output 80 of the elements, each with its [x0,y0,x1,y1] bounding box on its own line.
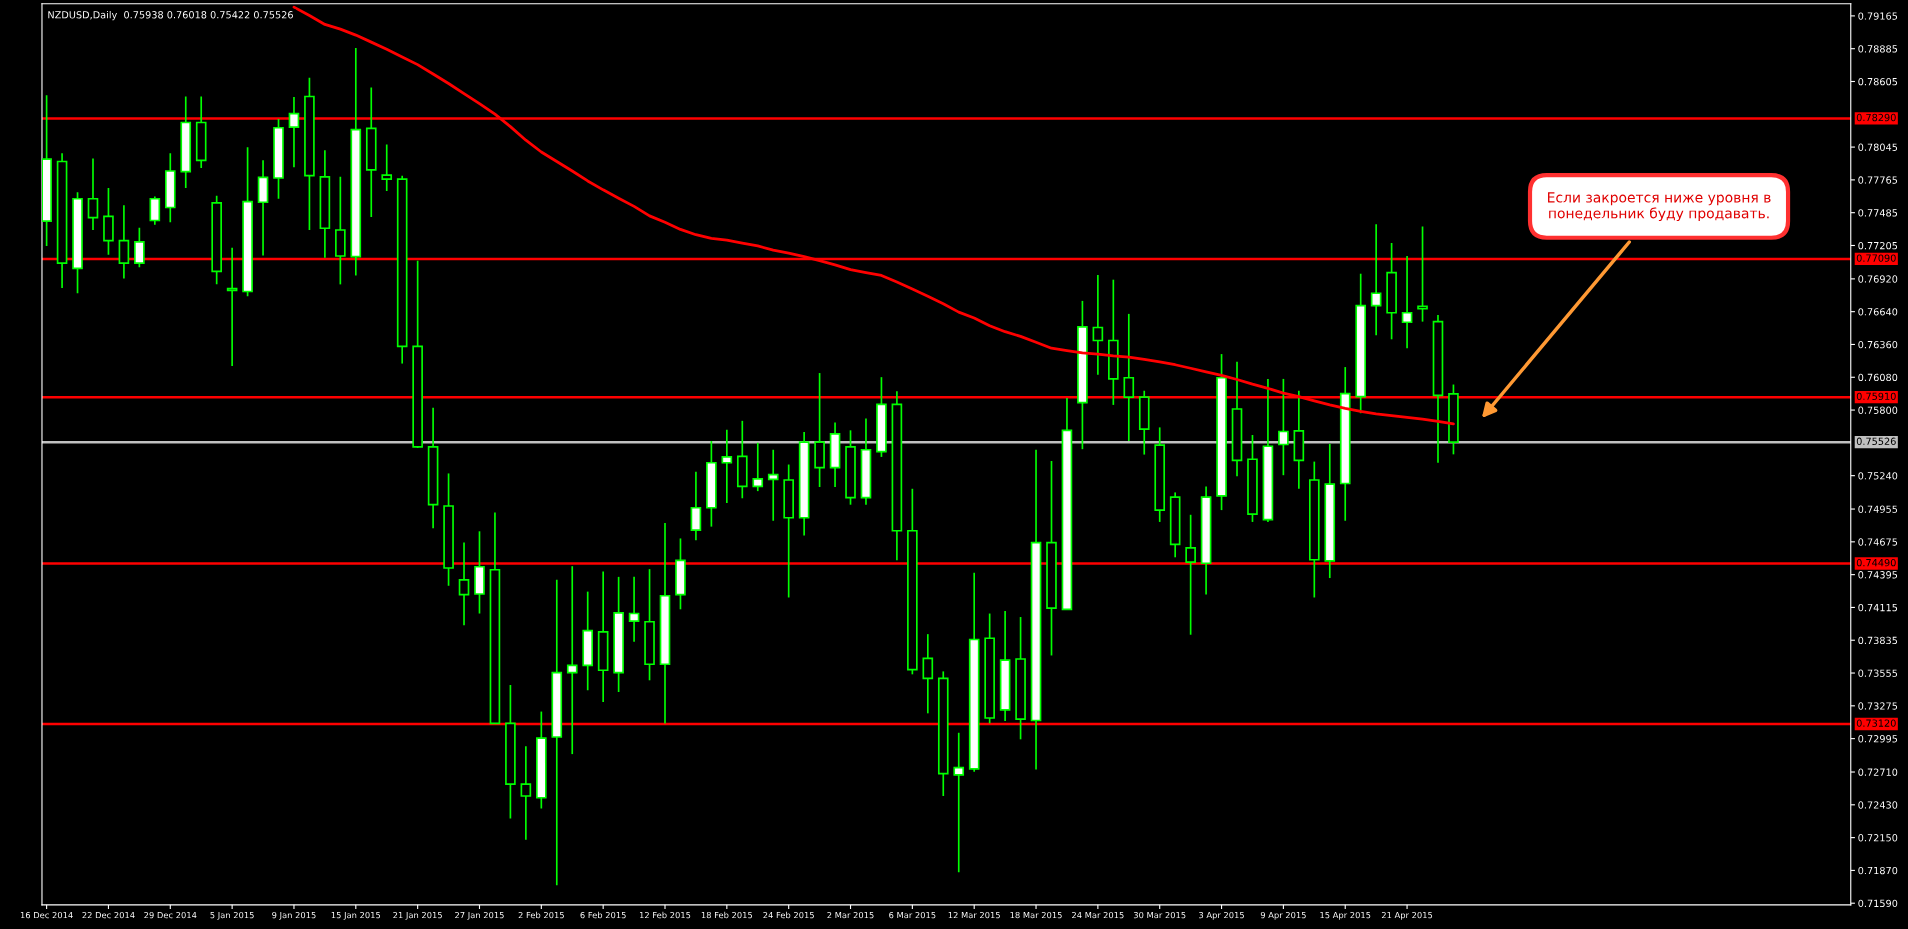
text: Если закроется ниже уровня в понедельник буду продавать. [1548,192,1771,222]
candlestick [690,470,702,542]
y-tick-label: 0.77485 [1858,209,1898,217]
y-tick-label: 0.72710 [1858,768,1898,776]
y-tick-label: 0.71590 [1858,899,1898,908]
ref-line-label: 0.74490 [1856,558,1896,567]
y-tick-label: 0.76080 [1858,373,1898,382]
ref-line-label: 0.75526 [1856,437,1896,445]
y-tick-label: 0.74115 [1858,603,1898,612]
candlestick [118,204,130,280]
x-tick-label: 9 Apr 2015 [1260,911,1306,920]
y-tick-label: 0.74395 [1858,571,1898,579]
candlestick [1370,223,1382,337]
y-tick-label: 0.75240 [1858,472,1898,480]
x-tick-label: 21 Jan 2015 [393,911,442,920]
y-tick-label: 0.78605 [1858,77,1898,86]
x-tick-label: 16 Dec 2014 [20,911,73,919]
y-tick-label: 0.73835 [1858,636,1898,645]
candlestick [520,745,532,841]
candlestick [458,541,470,627]
candlestick [1092,274,1104,376]
y-tick-label: 0.74955 [1858,505,1898,513]
x-tick-label: 27 Jan 2015 [455,911,504,920]
candlestick [149,195,161,226]
candlestick [1417,225,1428,323]
x-tick-label: 6 Feb 2015 [580,911,626,919]
candlestick [288,96,300,169]
text: NZDUSD,Daily 0.75938 0.76018 0.75422 0.75526 [48,10,293,21]
candlestick [1123,313,1135,442]
ref-line-label: 0.75910 [1856,392,1896,400]
x-tick-label: 18 Mar 2015 [1010,911,1062,919]
x-tick-label: 12 Feb 2015 [639,911,691,919]
candlestick [134,226,145,269]
x-tick-label: 6 Mar 2015 [889,911,936,919]
x-tick-label: 5 Jan 2015 [210,911,254,920]
x-tick-label: 3 Apr 2015 [1199,911,1244,920]
x-tick-label: 22 Dec 2014 [82,911,135,919]
ref-line-label: 0.73120 [1856,719,1896,727]
candlestick [628,576,640,643]
candlestick [1278,378,1289,477]
x-tick-label: 12 Mar 2015 [948,911,1000,919]
y-tick-label: 0.74675 [1858,538,1898,546]
x-tick-label: 29 Dec 2014 [144,911,197,919]
x-tick-label: 18 Feb 2015 [701,911,753,919]
candlestick [1401,255,1413,350]
y-tick-label: 0.75800 [1858,406,1898,414]
y-tick-label: 0.79165 [1858,12,1898,20]
y-tick-label: 0.78885 [1858,45,1898,53]
candlestick [566,565,578,755]
x-tick-label: 9 Jan 2015 [272,911,316,920]
x-tick-label: 21 Apr 2015 [1381,911,1433,920]
y-tick-label: 0.76360 [1858,340,1898,349]
ref-line-label: 0.78290 [1856,113,1896,122]
y-tick-label: 0.71870 [1858,866,1898,875]
candlestick [1185,513,1196,636]
x-tick-label: 24 Mar 2015 [1072,911,1124,919]
y-tick-label: 0.73555 [1858,669,1898,677]
x-tick-label: 30 Mar 2015 [1133,911,1186,919]
y-tick-label: 0.76920 [1858,275,1898,283]
candlestick [721,428,733,504]
y-tick-label: 0.72150 [1858,834,1898,842]
y-tick-label: 0.76640 [1858,308,1898,316]
x-tick-label: 15 Apr 2015 [1320,911,1371,920]
candlestick [922,633,934,715]
x-tick-label: 2 Mar 2015 [827,911,874,919]
x-tick-label: 15 Jan 2015 [331,911,381,920]
y-tick-label: 0.78045 [1858,143,1898,151]
y-tick-label: 0.72430 [1858,801,1898,809]
y-tick-label: 0.77205 [1858,241,1898,250]
candlestick [381,143,393,192]
candlestick [752,441,764,492]
candlestick [953,731,965,874]
x-tick-label: 2 Feb 2015 [518,911,564,919]
x-tick-label: 24 Feb 2015 [763,911,814,919]
ref-line-label: 0.77090 [1856,254,1896,262]
candlestick [767,448,779,522]
y-tick-label: 0.73275 [1858,702,1898,710]
y-tick-label: 0.77765 [1858,176,1898,184]
candlestick [87,157,99,231]
y-tick-label: 0.72995 [1858,735,1898,743]
